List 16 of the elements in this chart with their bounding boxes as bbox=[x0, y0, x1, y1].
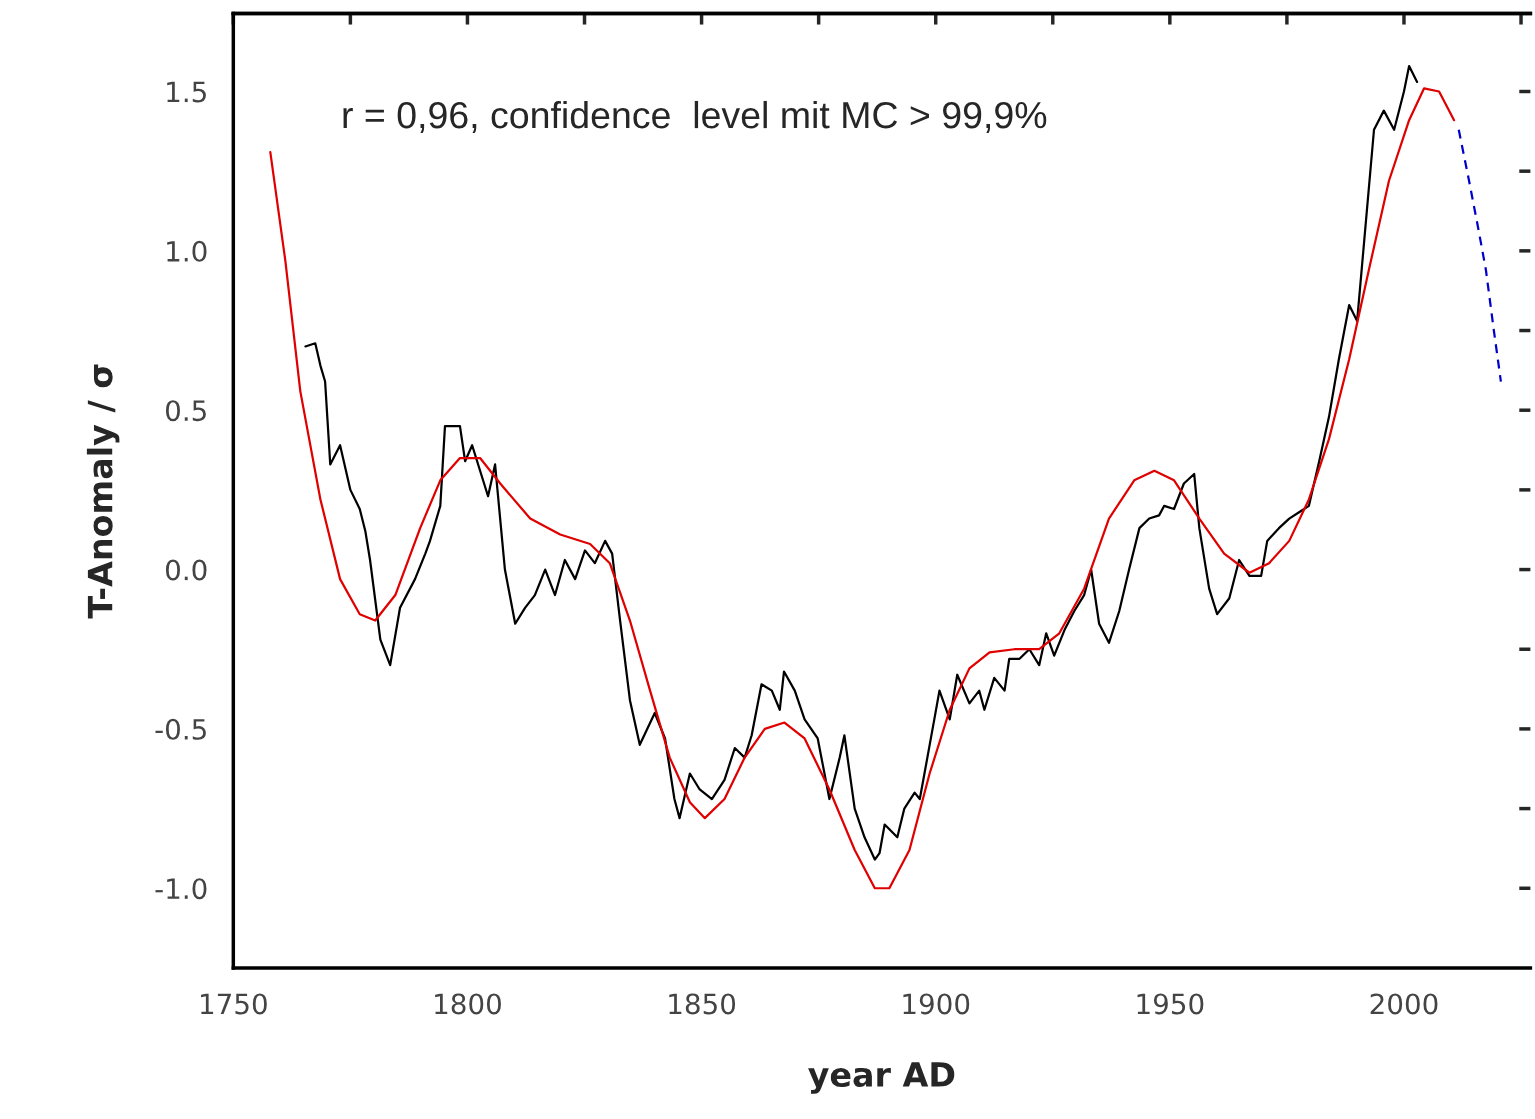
x-tick-label: 1800 bbox=[435, 993, 501, 1015]
x-tick-label: 2000 bbox=[1370, 993, 1438, 1015]
y-tick-label: 0.5 bbox=[165, 400, 206, 422]
x-axis-title: year AD bbox=[808, 1062, 955, 1094]
y-tick-label: 0.0 bbox=[165, 559, 207, 581]
x-tick-label: 1950 bbox=[1137, 993, 1204, 1015]
y-axis-title: T-Anomaly / σ bbox=[86, 364, 120, 619]
y-tick-label: 1.0 bbox=[167, 240, 207, 262]
y-tick-label: -1.0 bbox=[155, 878, 207, 900]
x-tick-label: 1750 bbox=[201, 993, 267, 1015]
line-series bbox=[1457, 128, 1502, 383]
y-tick-label: -0.5 bbox=[155, 718, 206, 740]
annotation: r = 0,96, confidence level mit MC > 99,9% bbox=[343, 100, 1047, 133]
y-tick-label: 1.5 bbox=[167, 81, 206, 103]
x-tick-label: 1850 bbox=[669, 993, 736, 1015]
x-tick-label: 1900 bbox=[903, 993, 970, 1015]
